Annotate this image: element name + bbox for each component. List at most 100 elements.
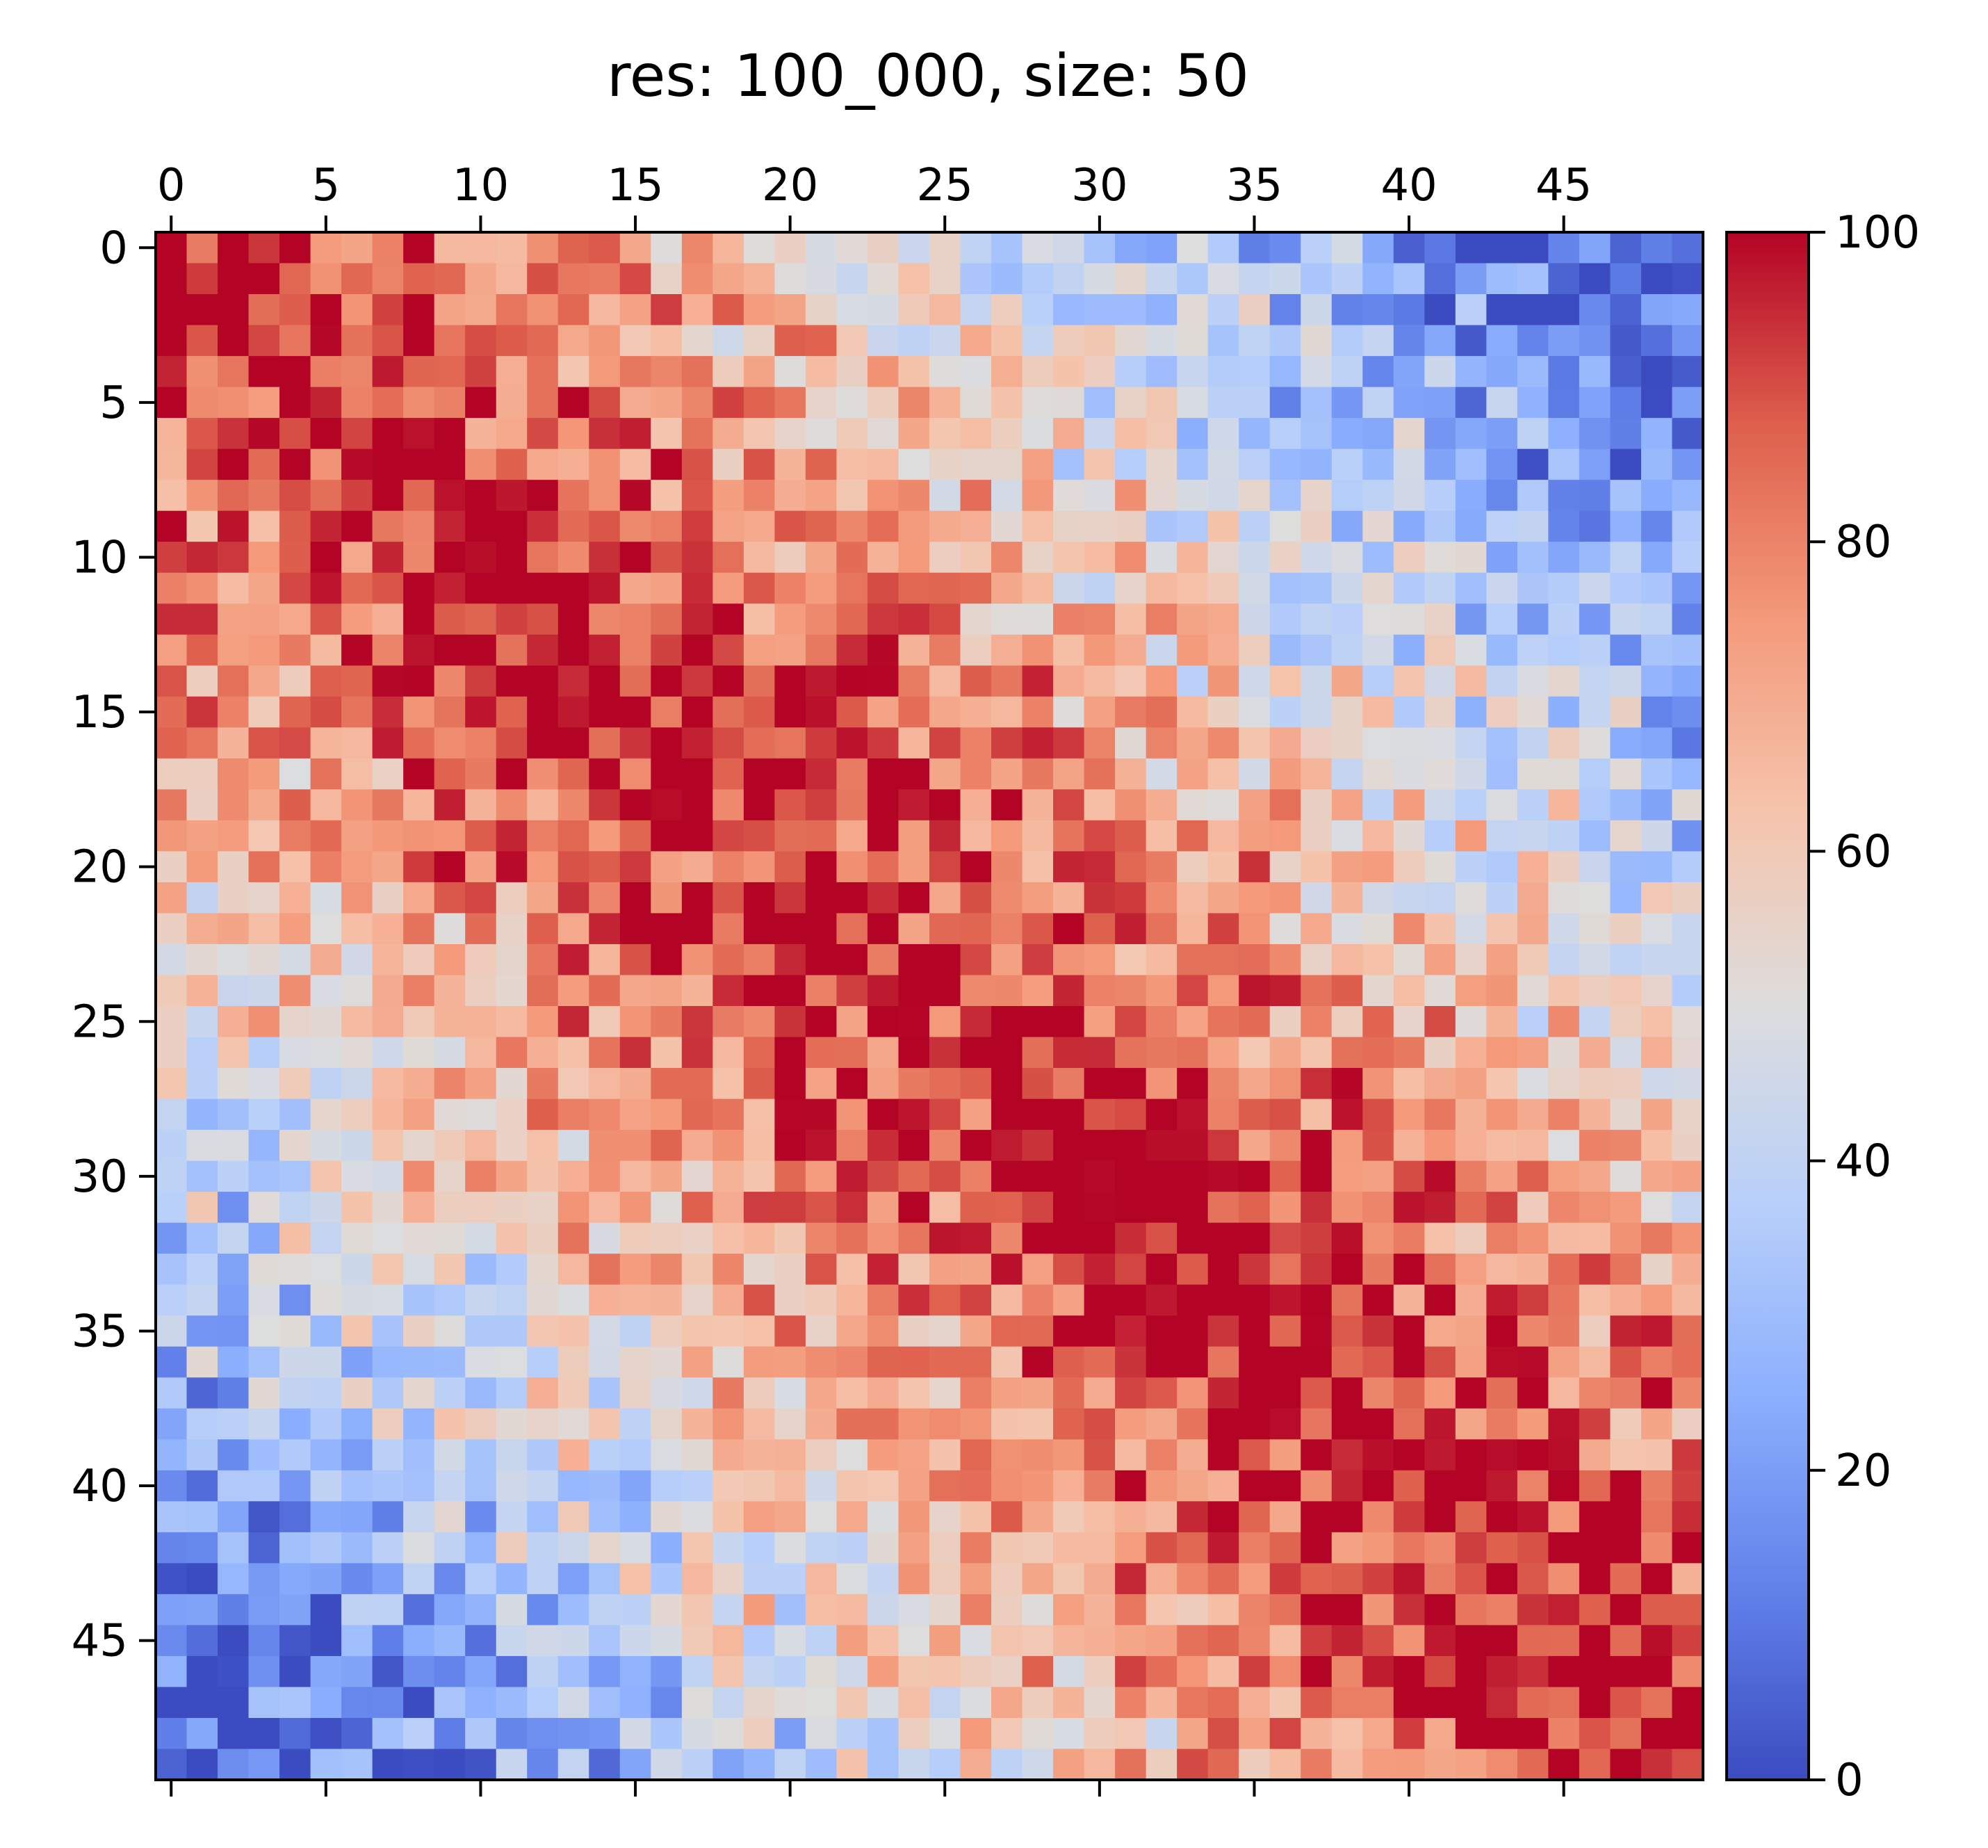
heatmap-cell bbox=[589, 789, 621, 821]
heatmap-cell bbox=[248, 448, 280, 480]
heatmap-cell bbox=[805, 1068, 838, 1100]
heatmap-cell bbox=[1146, 1594, 1178, 1626]
heatmap-cell bbox=[403, 1655, 435, 1688]
heatmap-cell bbox=[1579, 542, 1611, 574]
heatmap-cell bbox=[1640, 1470, 1673, 1502]
heatmap-cell bbox=[1301, 1315, 1333, 1347]
heatmap-cell bbox=[589, 913, 621, 945]
heatmap-cell bbox=[1331, 820, 1363, 852]
heatmap-cell bbox=[279, 1501, 311, 1533]
heatmap-cell bbox=[1146, 851, 1178, 883]
heatmap-cell bbox=[1331, 572, 1363, 604]
heatmap-cell bbox=[1362, 1749, 1394, 1781]
heatmap-cell bbox=[1548, 1439, 1580, 1471]
heatmap-cell bbox=[248, 263, 280, 295]
heatmap-cell bbox=[1610, 1192, 1642, 1224]
heatmap-cell bbox=[991, 789, 1023, 821]
heatmap-cell bbox=[1548, 1749, 1580, 1781]
heatmap-cell bbox=[681, 418, 713, 450]
heatmap-cell bbox=[929, 1037, 961, 1069]
heatmap-cell bbox=[1486, 1408, 1518, 1440]
heatmap-cell bbox=[1579, 913, 1611, 945]
heatmap-cell bbox=[341, 696, 373, 728]
heatmap-cell bbox=[1517, 448, 1549, 480]
heatmap-cell bbox=[1579, 1037, 1611, 1069]
heatmap-cell bbox=[619, 665, 651, 697]
heatmap-cell bbox=[929, 480, 961, 512]
heatmap-cell bbox=[743, 1068, 775, 1100]
heatmap-cell bbox=[403, 851, 435, 883]
heatmap-cell bbox=[619, 758, 651, 790]
heatmap-cell bbox=[712, 1346, 744, 1378]
heatmap-cell bbox=[1115, 1284, 1147, 1316]
heatmap-cell bbox=[496, 1315, 528, 1347]
heatmap-cell bbox=[1579, 975, 1611, 1007]
heatmap-cell bbox=[1486, 572, 1518, 604]
heatmap-cell bbox=[465, 542, 497, 574]
heatmap-cell bbox=[898, 1037, 930, 1069]
heatmap-cell bbox=[743, 1222, 775, 1254]
heatmap-cell bbox=[774, 943, 806, 976]
colorbar-gradient bbox=[1725, 231, 1810, 1781]
heatmap-cell bbox=[1455, 1192, 1487, 1224]
heatmap-cell bbox=[619, 1408, 651, 1440]
heatmap-cell bbox=[1239, 913, 1271, 945]
heatmap-cell bbox=[279, 943, 311, 976]
heatmap-cell bbox=[743, 480, 775, 512]
heatmap-cell bbox=[589, 1068, 621, 1100]
heatmap-cell bbox=[557, 1099, 589, 1130]
heatmap-cell bbox=[1331, 789, 1363, 821]
heatmap-cell bbox=[1084, 1284, 1116, 1316]
heatmap-cell bbox=[805, 1717, 838, 1750]
heatmap-cell bbox=[403, 1687, 435, 1719]
heatmap-cell bbox=[589, 696, 621, 728]
heatmap-cell bbox=[1239, 510, 1271, 542]
heatmap-cell bbox=[836, 387, 868, 419]
heatmap-cell bbox=[1239, 1068, 1271, 1100]
y-tick-label: 15 bbox=[72, 687, 128, 738]
x-tick-label: 25 bbox=[917, 160, 973, 211]
heatmap-cell bbox=[774, 356, 806, 388]
heatmap-cell bbox=[1269, 542, 1301, 574]
heatmap-cell bbox=[341, 510, 373, 542]
heatmap-cell bbox=[743, 882, 775, 914]
heatmap-cell bbox=[1146, 696, 1178, 728]
heatmap-cell bbox=[929, 1346, 961, 1378]
heatmap-cell bbox=[1207, 1068, 1239, 1100]
heatmap-cell bbox=[434, 263, 466, 295]
heatmap-cell bbox=[681, 448, 713, 480]
heatmap-cell bbox=[1177, 1563, 1209, 1595]
heatmap-cell bbox=[651, 851, 683, 883]
heatmap-cell bbox=[960, 325, 992, 357]
heatmap-cell bbox=[1640, 943, 1673, 976]
heatmap-cell bbox=[1672, 1006, 1704, 1038]
heatmap-cell bbox=[156, 1563, 188, 1595]
heatmap-cell bbox=[1517, 1470, 1549, 1502]
heatmap-cell bbox=[1239, 1532, 1271, 1564]
heatmap-cell bbox=[372, 820, 404, 852]
heatmap-cell bbox=[1362, 634, 1394, 666]
heatmap-cell bbox=[743, 975, 775, 1007]
heatmap-cell bbox=[867, 943, 899, 976]
heatmap-cell bbox=[1177, 975, 1209, 1007]
heatmap-cell bbox=[867, 1625, 899, 1657]
heatmap-cell bbox=[805, 1470, 838, 1502]
heatmap-cell bbox=[434, 1099, 466, 1130]
heatmap-cell bbox=[1146, 1315, 1178, 1347]
heatmap-cell bbox=[156, 1594, 188, 1626]
heatmap-cell bbox=[619, 510, 651, 542]
heatmap-cell bbox=[589, 727, 621, 759]
heatmap-cell bbox=[1084, 851, 1116, 883]
heatmap-cell bbox=[310, 1501, 342, 1533]
heatmap-cell bbox=[1424, 448, 1456, 480]
heatmap-cell bbox=[898, 1470, 930, 1502]
heatmap-cell bbox=[1207, 851, 1239, 883]
heatmap-cell bbox=[743, 232, 775, 264]
heatmap-cell bbox=[1084, 1222, 1116, 1254]
heatmap-cell bbox=[1146, 634, 1178, 666]
heatmap-cell bbox=[1022, 1315, 1054, 1347]
heatmap-cell bbox=[1548, 1346, 1580, 1378]
heatmap-cell bbox=[898, 1315, 930, 1347]
heatmap-cell bbox=[898, 634, 930, 666]
heatmap-cell bbox=[836, 542, 868, 574]
